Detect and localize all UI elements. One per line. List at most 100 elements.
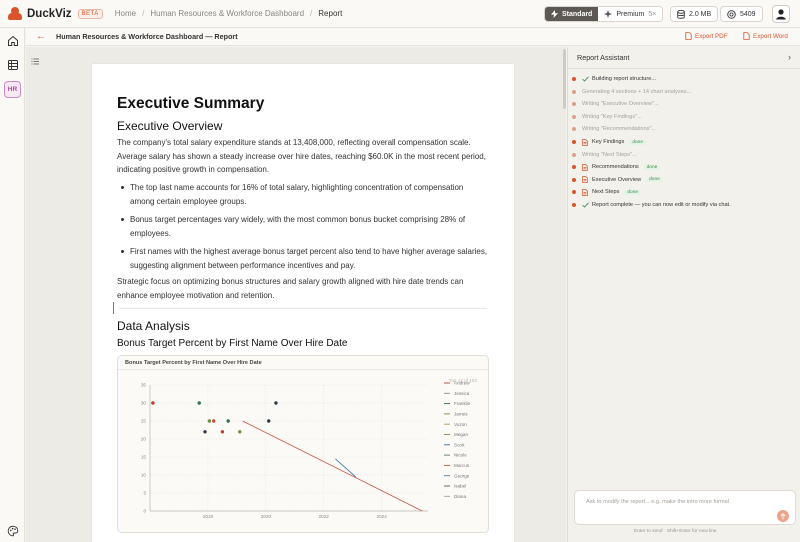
table-button[interactable]	[4, 56, 21, 73]
log-text: Generating 4 sections + 14 chart analyse…	[582, 88, 692, 95]
executive-overview-heading: Executive Overview	[117, 119, 223, 133]
y-tick-label: 35	[141, 383, 147, 388]
log-text: Writing "Next Steps"...	[582, 151, 637, 158]
premium-label: Premium	[616, 10, 645, 18]
done-badge: done	[624, 189, 642, 195]
palette-icon	[7, 525, 18, 536]
breadcrumb: Home / Human Resources & Workforce Dashb…	[115, 9, 343, 18]
credits-value: 5409	[740, 10, 756, 18]
section-divider	[119, 308, 487, 309]
breadcrumb-dashboard[interactable]: Human Resources & Workforce Dashboard	[150, 9, 305, 18]
storage-indicator[interactable]: 2.0 MB	[670, 6, 719, 22]
document-canvas: Executive Summary Executive Overview The…	[26, 47, 566, 542]
status-dot	[572, 89, 576, 94]
top-bar: DuckViz BETA Home / Human Resources & Wo…	[0, 0, 800, 28]
credits-indicator[interactable]: 5409	[720, 6, 763, 22]
log-text: Report complete — you can now edit or mo…	[592, 201, 731, 208]
report-header: ← Human Resources & Workforce Dashboard …	[26, 28, 800, 46]
status-dot	[572, 152, 576, 157]
hr-workspace-button[interactable]: HR	[4, 81, 21, 98]
y-tick-label: 5	[143, 491, 146, 496]
home-button[interactable]	[4, 32, 21, 49]
x-tick-label: 2022	[319, 514, 330, 519]
standard-label: Standard	[562, 10, 593, 18]
export-pdf-button[interactable]: Export PDF	[685, 32, 728, 40]
legend-label: Vuzon	[454, 422, 467, 427]
theme-button[interactable]	[4, 522, 21, 539]
status-dot	[572, 140, 576, 144]
y-tick-label: 25	[141, 419, 147, 424]
log-item: Generating 4 sections + 14 chart analyse…	[572, 86, 797, 99]
y-tick-label: 0	[143, 509, 146, 514]
chart-divider	[118, 369, 488, 370]
input-hint: Enter to send · Shift+Enter for new line	[634, 529, 717, 534]
assistant-log: Building report structure... Generating 4…	[572, 73, 797, 211]
log-item: Executive Overview done	[572, 173, 797, 186]
left-rail: HR	[0, 28, 25, 542]
data-point	[267, 419, 271, 423]
report-page: Executive Summary Executive Overview The…	[92, 64, 514, 542]
data-point	[207, 419, 212, 423]
data-analysis-heading: Data Analysis	[117, 319, 190, 333]
y-tick-label: 30	[141, 401, 147, 406]
chart-heading: Bonus Target Percent by First Name Over …	[117, 338, 348, 349]
legend-label: George	[454, 473, 470, 478]
standard-plan-button[interactable]: Standard	[545, 7, 599, 21]
check-icon	[582, 76, 590, 82]
storage-value: 2.0 MB	[689, 10, 712, 18]
log-item: Writing "Executive Overview"...	[572, 98, 797, 111]
assistant-input[interactable]: Ask to modify the report... e.g. make th…	[574, 490, 796, 525]
log-text: Executive Overview	[592, 176, 642, 183]
log-item: Recommendations done	[572, 161, 797, 174]
chart-title: Bonus Target Percent by First Name Over …	[125, 360, 262, 366]
app-logo[interactable]: DuckViz BETA	[8, 6, 103, 21]
premium-plan-button[interactable]: Premium 5×	[598, 7, 663, 21]
y-tick-label: 15	[141, 455, 147, 460]
outline-toggle[interactable]	[31, 53, 41, 65]
status-dot	[572, 77, 576, 82]
x-tick-label: 2020	[261, 514, 272, 519]
x-tick-label: 2018	[203, 514, 214, 519]
legend-label: Nicole	[454, 453, 467, 458]
data-point	[212, 419, 216, 423]
back-arrow-icon[interactable]: ←	[36, 31, 46, 42]
breadcrumb-home[interactable]: Home	[114, 9, 137, 18]
legend-label: James	[454, 412, 468, 417]
status-dot	[572, 177, 576, 182]
status-dot	[572, 165, 576, 170]
assistant-title: Report Assistant	[577, 53, 630, 62]
legend-label: Diana	[454, 494, 466, 499]
data-point	[197, 401, 201, 405]
document-icon	[582, 188, 590, 196]
check-icon	[582, 202, 590, 208]
export-word-button[interactable]: Export Word	[743, 32, 788, 40]
legend-count-label: Top 12 of 103	[449, 378, 477, 383]
scatter-chart: 0 5 10 15 20 25 30 35 2018 2020 2022 2024 Andrew Jess…	[141, 378, 477, 519]
chart-card[interactable]: Bonus Target Percent by First Name Over …	[117, 355, 489, 533]
beta-badge: BETA	[77, 8, 103, 19]
log-item: Key Findings done	[572, 136, 797, 149]
document-icon	[582, 163, 590, 171]
status-dot	[572, 102, 576, 107]
chevron-right-icon[interactable]: ›	[788, 52, 791, 62]
executive-summary-heading: Executive Summary	[117, 95, 265, 112]
overview-paragraph: The company's total salary expenditure s…	[117, 138, 486, 174]
breadcrumb-separator: /	[310, 9, 313, 18]
file-icon	[743, 32, 750, 40]
log-text: Writing "Key Findings"...	[582, 113, 642, 120]
log-text: Writing "Executive Overview"...	[582, 101, 659, 108]
log-item: Writing "Next Steps"...	[572, 148, 797, 161]
log-item: Next Steps done	[572, 186, 797, 199]
text-cursor	[113, 302, 114, 314]
series-line	[242, 420, 423, 512]
data-point	[226, 419, 230, 423]
legend-label: Jessica	[454, 391, 470, 396]
series-line	[335, 458, 356, 478]
document-scrollbar[interactable]	[563, 49, 566, 109]
duck-logo-icon	[8, 6, 22, 21]
breadcrumb-report: Report	[318, 9, 343, 18]
send-button[interactable]	[777, 510, 789, 522]
user-avatar[interactable]	[772, 5, 790, 23]
file-icon	[685, 32, 692, 40]
table-icon	[7, 59, 18, 70]
